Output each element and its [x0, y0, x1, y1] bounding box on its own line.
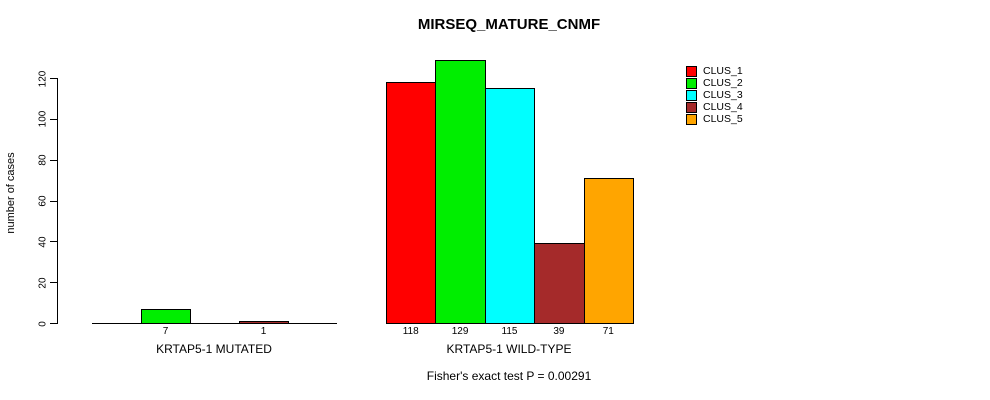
y-axis-line [57, 78, 58, 324]
bar-value-label: 1 [260, 326, 267, 337]
bar-CLUS_3-group2 [484, 88, 536, 324]
y-axis-tick [50, 282, 57, 284]
bar-value-label: 118 [402, 326, 419, 337]
y-axis-tick [50, 323, 57, 324]
y-axis-tick-label: 40 [37, 236, 49, 248]
legend-label-CLUS_1: CLUS_1 [703, 65, 743, 77]
bar-value-label: 7 [162, 326, 169, 337]
y-axis-tick-label: 80 [37, 154, 49, 166]
legend-swatch-CLUS_3 [686, 90, 697, 101]
y-axis-tick-label: 120 [37, 70, 49, 87]
legend-swatch-CLUS_4 [686, 102, 697, 113]
bar-value-label: 39 [553, 326, 565, 337]
legend-label-CLUS_3: CLUS_3 [703, 89, 743, 101]
bar-CLUS_5-group2 [583, 178, 634, 324]
legend-label-CLUS_5: CLUS_5 [703, 113, 743, 125]
y-axis-tick [50, 200, 57, 202]
legend-swatch-CLUS_5 [686, 114, 697, 125]
legend-swatch-CLUS_2 [686, 78, 697, 89]
group-label-mutated: KRTAP5-1 MUTATED [156, 342, 272, 356]
chart-title: MIRSEQ_MATURE_CNMF [417, 16, 601, 33]
y-axis-tick-label: 0 [37, 320, 49, 327]
x-axis-baseline [92, 323, 337, 324]
y-axis-label: number of cases [5, 152, 17, 234]
bar-CLUS_4-group1 [239, 320, 289, 324]
legend-label-CLUS_2: CLUS_2 [703, 77, 743, 89]
legend-label-CLUS_4: CLUS_4 [703, 101, 743, 113]
y-axis-tick-label: 100 [37, 110, 49, 128]
bar-CLUS_2-group1 [141, 308, 191, 324]
y-axis-tick [50, 118, 57, 120]
fisher-test-annotation: Fisher's exact test P = 0.00291 [426, 369, 592, 383]
y-axis-tick-label: 20 [37, 277, 49, 289]
bar-value-label: 71 [602, 326, 614, 337]
bar-value-label: 129 [451, 326, 469, 337]
y-axis-tick [50, 78, 57, 79]
legend-swatch-CLUS_1 [686, 66, 697, 77]
bar-CLUS_2-group2 [435, 59, 486, 324]
bar-CLUS_1-group2 [386, 82, 437, 324]
bar-CLUS_4-group2 [534, 243, 585, 324]
y-axis-tick [50, 159, 57, 161]
y-axis-tick-label: 60 [37, 195, 49, 207]
y-axis-tick [50, 241, 57, 243]
group-label-wildtype: KRTAP5-1 WILD-TYPE [446, 342, 572, 356]
bar-value-label: 115 [501, 326, 518, 337]
